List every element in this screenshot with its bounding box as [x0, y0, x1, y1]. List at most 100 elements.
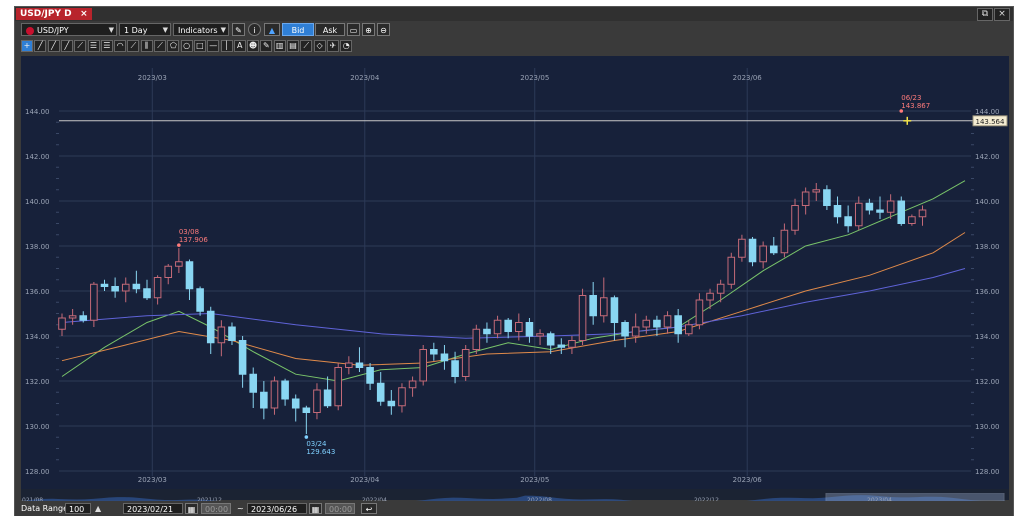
- annotation-date: 03/24: [306, 440, 327, 448]
- data-range-input[interactable]: 100: [65, 503, 91, 514]
- candle-body: [291, 398, 300, 409]
- data-range-label: Data Range:: [21, 504, 71, 513]
- navigator-label: 021/08: [22, 497, 43, 504]
- extreme-marker: [177, 243, 181, 247]
- drawing-tool-icon[interactable]: +: [21, 40, 33, 52]
- candle: [387, 390, 396, 415]
- chart-area[interactable]: 144.00 144.00 142.00 142.00 140.00 140.00 138.…: [21, 56, 1009, 489]
- candle-body: [833, 205, 842, 218]
- drawing-tool-icon[interactable]: ◇: [313, 40, 326, 52]
- candle: [886, 194, 895, 219]
- candle: [355, 347, 364, 372]
- restore-window-icon[interactable]: ⧉: [977, 8, 993, 21]
- drawing-tool-icon[interactable]: □: [193, 40, 206, 52]
- drawing-tool-icon[interactable]: ▥: [273, 40, 286, 52]
- candle-body: [610, 297, 619, 323]
- navigator-label: 2022/04: [362, 497, 387, 504]
- candle: [536, 329, 544, 345]
- from-time-input[interactable]: 00:00: [201, 503, 231, 514]
- tab-usdjpy-d[interactable]: USD/JPY D ×: [16, 8, 92, 20]
- candle: [897, 196, 906, 226]
- candle-body: [461, 349, 470, 377]
- drawing-tool-icon[interactable]: ⟋: [74, 40, 87, 52]
- to-date-input[interactable]: 2023/06/26: [247, 503, 307, 514]
- candle: [206, 306, 215, 354]
- candle-body: [642, 319, 651, 328]
- drawing-tool-icon[interactable]: ☻: [247, 40, 260, 52]
- bid-button[interactable]: Bid: [282, 23, 314, 36]
- candle-body: [164, 265, 173, 278]
- candle-body: [451, 360, 459, 377]
- symbol-select[interactable]: USD/JPY ▼: [21, 23, 117, 36]
- candle: [143, 279, 151, 300]
- candle-body: [716, 283, 725, 294]
- x-tick-label-top: 2023/04: [350, 74, 380, 82]
- drawing-tool-icon[interactable]: ✎: [260, 40, 273, 52]
- current-price-box: [972, 115, 1008, 127]
- spin-up-icon[interactable]: ▲: [95, 504, 102, 513]
- candle: [748, 237, 757, 267]
- mountain-chart-icon[interactable]: ▲: [264, 23, 280, 36]
- drawing-tool-icon[interactable]: ⟋: [127, 40, 140, 52]
- candle: [738, 234, 746, 262]
- candle: [727, 252, 736, 289]
- candle-body: [58, 317, 66, 330]
- drawing-tool-icon[interactable]: ⬠: [167, 40, 180, 52]
- chevron-down-icon: ▼: [220, 26, 226, 34]
- drawing-tool-icon[interactable]: ◔: [340, 40, 353, 52]
- drawing-tool-icon[interactable]: │: [220, 40, 233, 52]
- y-tick-label-left: 128.00: [25, 468, 50, 476]
- candle-body: [674, 315, 682, 335]
- drawing-tool-icon[interactable]: ▤: [287, 40, 299, 52]
- drawing-tool-icon[interactable]: ⟋: [154, 40, 166, 52]
- candle: [759, 241, 767, 269]
- candle-body: [663, 315, 672, 328]
- drawing-tool-icon[interactable]: ╱: [60, 40, 73, 52]
- pen-color-icon[interactable]: ✎: [232, 23, 245, 36]
- from-date-input[interactable]: 2023/02/21: [123, 503, 183, 514]
- drawing-tool-icon[interactable]: ⟋: [300, 40, 313, 52]
- drawing-tool-icon[interactable]: ☰: [87, 40, 100, 52]
- candle-body: [185, 261, 194, 290]
- drawing-tool-icon[interactable]: ◠: [114, 40, 127, 52]
- info-icon[interactable]: i: [248, 23, 261, 36]
- candle: [68, 309, 77, 325]
- drawing-tool-icon[interactable]: ○: [180, 40, 193, 52]
- drawing-tool-icon[interactable]: ☰: [100, 40, 113, 52]
- tab-close-icon[interactable]: ×: [80, 9, 88, 19]
- screenshot-icon[interactable]: ▭: [347, 23, 360, 36]
- candle: [217, 320, 226, 357]
- candle-body: [419, 349, 427, 382]
- y-tick-label-right: 130.00: [975, 423, 1000, 431]
- drawing-tool-icon[interactable]: A: [233, 40, 246, 52]
- drawing-tool-icon[interactable]: ⫼: [140, 40, 153, 52]
- candle: [918, 205, 927, 226]
- calendar-icon[interactable]: ▦: [185, 503, 198, 514]
- candle: [684, 320, 693, 336]
- y-tick-label-left: 142.00: [25, 153, 50, 161]
- candlestick-chart[interactable]: 144.00 144.00 142.00 142.00 140.00 140.00 138.…: [21, 56, 1009, 489]
- annotation-date: 03/08: [179, 228, 199, 236]
- close-window-icon[interactable]: ×: [994, 8, 1010, 21]
- to-time-input[interactable]: 00:00: [325, 503, 355, 514]
- navigator-strip[interactable]: 021/08 2021/12 2022/04 2022/08 2022/12 2023/0…: [21, 489, 1009, 505]
- zoom-out-icon[interactable]: ⊖: [377, 23, 390, 36]
- candle: [780, 223, 789, 258]
- candle-body: [557, 344, 566, 348]
- y-tick-label-right: 144.00: [975, 108, 1000, 116]
- candle-body: [376, 382, 385, 402]
- drawing-tool-icon[interactable]: ╱: [34, 40, 47, 52]
- drawing-tool-icon[interactable]: ╱: [47, 40, 60, 52]
- indicators-select[interactable]: Indicators ▼: [173, 23, 229, 36]
- apply-range-icon[interactable]: ↩: [361, 503, 377, 514]
- timeframe-select[interactable]: 1 Day ▼: [119, 23, 171, 36]
- drawing-tool-icon[interactable]: ✈: [326, 40, 339, 52]
- drawing-tool-icon[interactable]: —: [207, 40, 220, 52]
- calendar-icon[interactable]: ▦: [309, 503, 322, 514]
- ask-button[interactable]: Ask: [315, 23, 345, 36]
- candle-body: [398, 387, 406, 407]
- candle: [908, 214, 916, 226]
- zoom-in-icon[interactable]: ⊕: [362, 23, 375, 36]
- flag-icon: [26, 26, 34, 35]
- candle-body: [791, 205, 799, 231]
